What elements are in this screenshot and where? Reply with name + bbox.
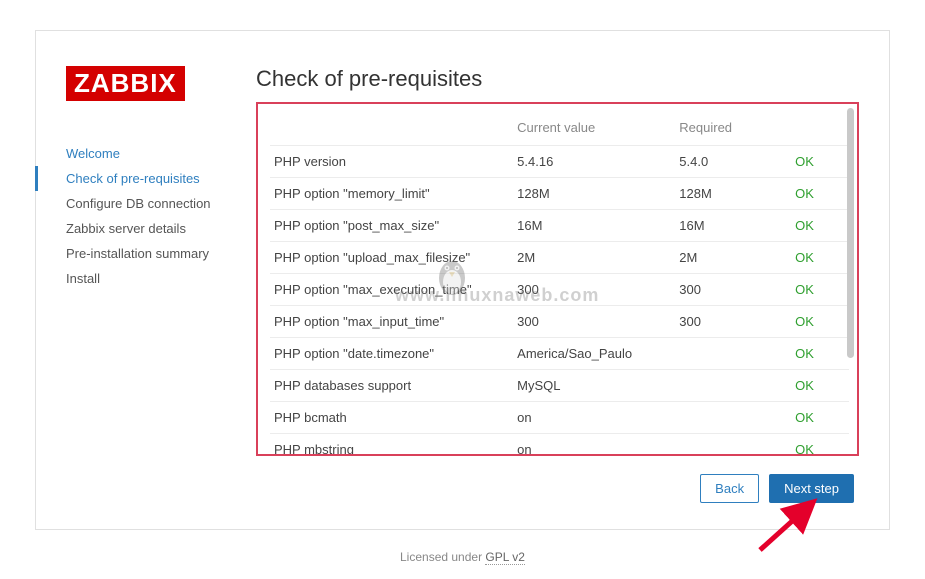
button-row: Back Next step	[256, 474, 859, 503]
nav-check-prereq[interactable]: Check of pre-requisites	[66, 166, 256, 191]
cell-current: MySQL	[513, 370, 675, 402]
cell-required: 16M	[675, 210, 791, 242]
cell-name: PHP option "upload_max_filesize"	[270, 242, 513, 274]
table-row: PHP option "max_execution_time"300300OK	[270, 274, 849, 306]
table-row: PHP databases supportMySQL OK	[270, 370, 849, 402]
cell-status: OK	[791, 306, 849, 338]
layout-row: ZABBIX Welcome Check of pre-requisites C…	[66, 66, 859, 503]
cell-name: PHP bcmath	[270, 402, 513, 434]
cell-required: 2M	[675, 242, 791, 274]
cell-required	[675, 338, 791, 370]
cell-name: PHP mbstring	[270, 434, 513, 455]
col-name	[270, 112, 513, 146]
cell-name: PHP option "memory_limit"	[270, 178, 513, 210]
table-row: PHP version5.4.165.4.0OK	[270, 146, 849, 178]
table-row: PHP bcmathon OK	[270, 402, 849, 434]
cell-current: 128M	[513, 178, 675, 210]
table-row: PHP option "memory_limit"128M128MOK	[270, 178, 849, 210]
prereq-table-scroll: Current value Required PHP version5.4.16…	[266, 104, 849, 454]
prereq-table: Current value Required PHP version5.4.16…	[270, 112, 849, 454]
cell-name: PHP databases support	[270, 370, 513, 402]
cell-status: OK	[791, 402, 849, 434]
gpl-link[interactable]: GPL v2	[485, 550, 525, 565]
zabbix-logo: ZABBIX	[66, 66, 185, 101]
nav-server-details[interactable]: Zabbix server details	[66, 216, 256, 241]
cell-current: America/Sao_Paulo	[513, 338, 675, 370]
cell-required	[675, 434, 791, 455]
cell-current: on	[513, 402, 675, 434]
nav-db-connection[interactable]: Configure DB connection	[66, 191, 256, 216]
cell-status: OK	[791, 434, 849, 455]
col-required: Required	[675, 112, 791, 146]
table-row: PHP option "upload_max_filesize"2M2MOK	[270, 242, 849, 274]
cell-current: 300	[513, 274, 675, 306]
left-column: ZABBIX Welcome Check of pre-requisites C…	[66, 66, 256, 503]
back-button[interactable]: Back	[700, 474, 759, 503]
cell-status: OK	[791, 178, 849, 210]
cell-name: PHP version	[270, 146, 513, 178]
scrollbar[interactable]	[847, 108, 854, 358]
page-title: Check of pre-requisites	[256, 66, 859, 92]
table-header-row: Current value Required	[270, 112, 849, 146]
cell-status: OK	[791, 338, 849, 370]
cell-current: on	[513, 434, 675, 455]
cell-name: PHP option "post_max_size"	[270, 210, 513, 242]
cell-status: OK	[791, 370, 849, 402]
footer-text: Licensed under	[400, 550, 485, 564]
cell-required	[675, 370, 791, 402]
cell-status: OK	[791, 274, 849, 306]
cell-required	[675, 402, 791, 434]
wizard-nav: Welcome Check of pre-requisites Configur…	[66, 141, 256, 291]
cell-current: 2M	[513, 242, 675, 274]
cell-status: OK	[791, 242, 849, 274]
table-row: PHP option "post_max_size"16M16MOK	[270, 210, 849, 242]
cell-current: 300	[513, 306, 675, 338]
setup-panel: ZABBIX Welcome Check of pre-requisites C…	[35, 30, 890, 530]
table-row: PHP option "max_input_time"300300OK	[270, 306, 849, 338]
nav-welcome[interactable]: Welcome	[66, 141, 256, 166]
cell-current: 5.4.16	[513, 146, 675, 178]
col-current: Current value	[513, 112, 675, 146]
cell-name: PHP option "max_execution_time"	[270, 274, 513, 306]
table-row: PHP mbstringon OK	[270, 434, 849, 455]
cell-status: OK	[791, 146, 849, 178]
cell-current: 16M	[513, 210, 675, 242]
cell-required: 300	[675, 274, 791, 306]
right-column: Check of pre-requisites Current value Re…	[256, 66, 859, 503]
next-step-button[interactable]: Next step	[769, 474, 854, 503]
prereq-table-box: Current value Required PHP version5.4.16…	[256, 102, 859, 456]
footer: Licensed under GPL v2	[35, 550, 890, 564]
cell-required: 300	[675, 306, 791, 338]
cell-name: PHP option "max_input_time"	[270, 306, 513, 338]
cell-name: PHP option "date.timezone"	[270, 338, 513, 370]
cell-status: OK	[791, 210, 849, 242]
cell-required: 128M	[675, 178, 791, 210]
nav-preinstall-summary[interactable]: Pre-installation summary	[66, 241, 256, 266]
table-row: PHP option "date.timezone"America/Sao_Pa…	[270, 338, 849, 370]
nav-install[interactable]: Install	[66, 266, 256, 291]
col-status	[791, 112, 849, 146]
cell-required: 5.4.0	[675, 146, 791, 178]
